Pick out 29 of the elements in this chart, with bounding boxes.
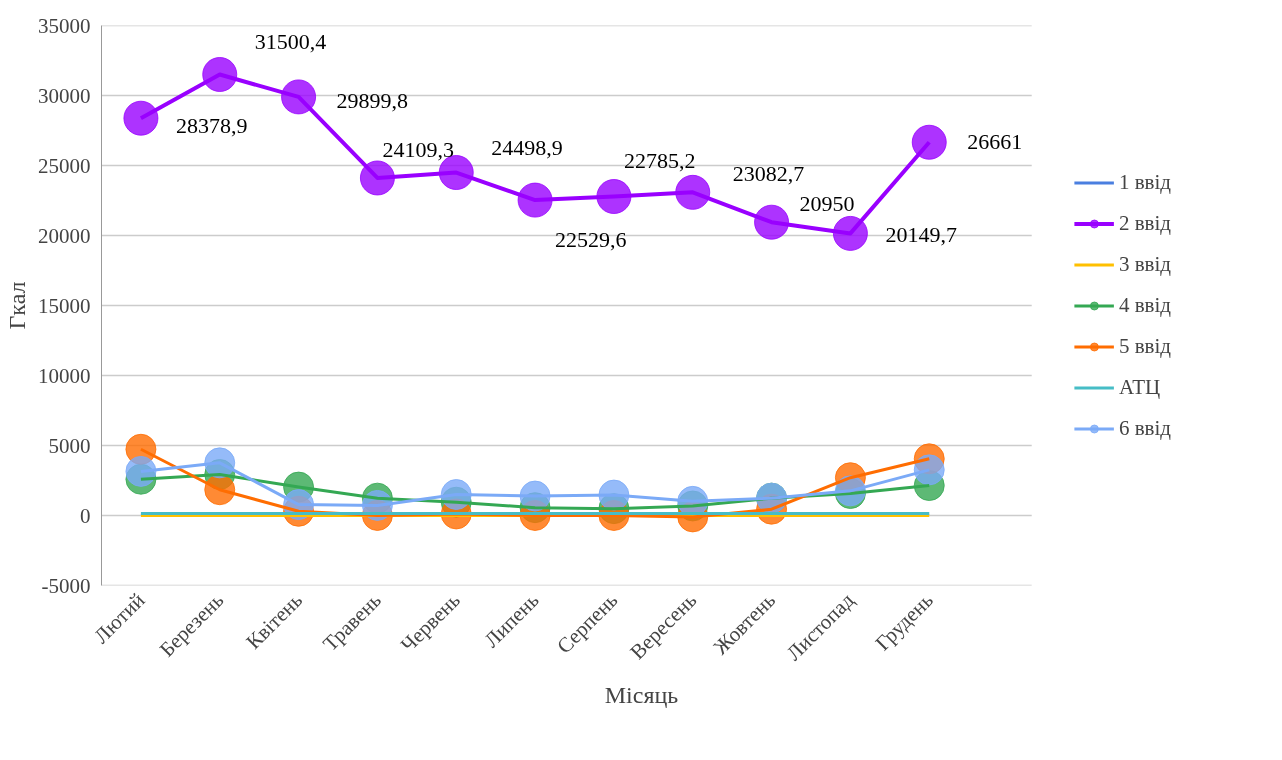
data-label: 20950 bbox=[799, 191, 855, 217]
y-tick-label: 0 bbox=[80, 503, 91, 528]
y-tick-label: -5000 bbox=[41, 573, 91, 598]
legend-label: АТЦ bbox=[1118, 374, 1161, 400]
y-tick-label: 5000 bbox=[48, 433, 91, 458]
data-label: 29899,8 bbox=[336, 87, 409, 113]
legend-label: 6 ввід bbox=[1118, 415, 1171, 441]
x-axis-title: Місяць bbox=[604, 681, 679, 708]
legend-label: 1 ввід bbox=[1118, 169, 1171, 195]
y-tick-label: 30000 bbox=[38, 83, 91, 108]
y-tick-label: 25000 bbox=[38, 153, 91, 178]
y-tick-label: 10000 bbox=[38, 363, 91, 388]
data-label: 22785,2 bbox=[623, 147, 696, 173]
y-tick-label: 15000 bbox=[38, 293, 91, 318]
data-label: 31500,4 bbox=[254, 29, 327, 55]
legend-label: 3 ввід bbox=[1118, 251, 1171, 277]
data-label: 24109,3 bbox=[382, 136, 454, 162]
data-label: 26661 bbox=[967, 129, 1023, 155]
legend-label: 2 ввід bbox=[1118, 210, 1171, 236]
data-label: 22529,6 bbox=[555, 227, 627, 253]
data-label: 23082,7 bbox=[732, 161, 805, 187]
legend-label: 5 ввід bbox=[1118, 333, 1171, 359]
data-label: 24498,9 bbox=[491, 134, 563, 160]
y-tick-label: 35000 bbox=[38, 13, 91, 38]
legend-label: 4 ввід bbox=[1118, 292, 1171, 318]
y-axis-title: Гкал bbox=[4, 281, 30, 330]
y-tick-label: 20000 bbox=[38, 223, 91, 248]
data-label: 28378,9 bbox=[175, 113, 248, 139]
data-label: 20149,7 bbox=[885, 222, 957, 248]
